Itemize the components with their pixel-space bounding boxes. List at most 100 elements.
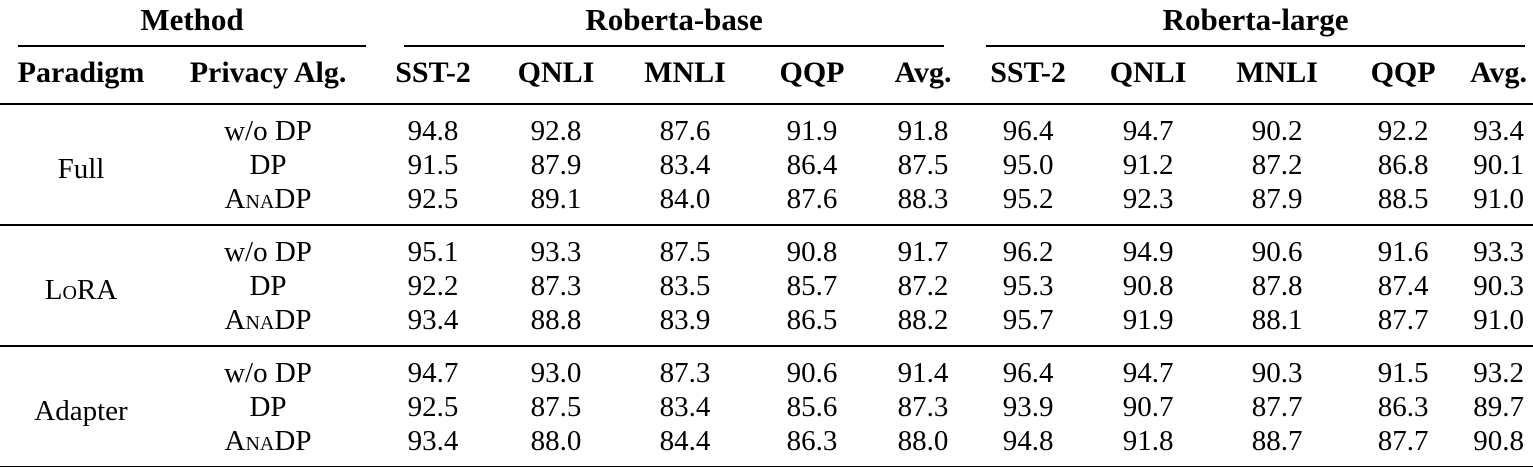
score-cell: 93.9 xyxy=(1002,391,1054,423)
column-header-qqp-base: QQP xyxy=(750,47,875,105)
score-cell: 93.3 xyxy=(492,224,621,269)
group-header-label: Roberta-base xyxy=(404,2,945,47)
score-cell: 92.5 xyxy=(407,183,459,215)
score-cell: 92.5 xyxy=(407,391,459,423)
column-header-sst2-large: SST-2 xyxy=(972,47,1085,105)
score-cell: 91.5 xyxy=(407,149,459,181)
score-cell: 83.4 xyxy=(659,391,711,423)
score-cell: 90.3 xyxy=(1212,345,1343,390)
score-cell: 87.2 xyxy=(897,270,949,302)
paradigm-cell: LoRA xyxy=(0,224,162,346)
score-cell: 86.3 xyxy=(786,425,838,457)
table-group-adapter: Adapter w/o DP 94.7 93.0 87.3 90.6 91.4 96.4 94.… xyxy=(0,345,1533,467)
score-cell: 87.3 xyxy=(530,270,582,302)
score-cell: 93.3 xyxy=(1464,224,1533,269)
column-header-privacy-alg: Privacy Alg. xyxy=(162,47,375,105)
score-cell: 92.3 xyxy=(1122,183,1174,215)
score-cell: 86.8 xyxy=(1377,149,1429,181)
paradigm-cell: Full xyxy=(57,153,105,185)
score-cell: 87.4 xyxy=(1377,270,1429,302)
group-header-method: Method xyxy=(0,0,374,47)
privacy-alg-cell: AnaDP xyxy=(224,304,312,336)
column-header-mnli-base: MNLI xyxy=(620,47,751,105)
score-cell: 85.7 xyxy=(786,270,838,302)
table-group-full: Full w/o DP 94.8 92.8 87.6 91.9 91.8 96.4 94.7 90… xyxy=(0,104,1533,225)
table-row: Adapter w/o DP 94.7 93.0 87.3 90.6 91.4 96.4 94.… xyxy=(0,345,1533,467)
score-cell: 83.5 xyxy=(659,270,711,302)
score-cell: 90.6 xyxy=(750,345,875,390)
score-cell: 85.6 xyxy=(786,391,838,423)
score-cell: 95.3 xyxy=(1002,270,1054,302)
privacy-alg-cell: w/o DP xyxy=(224,115,312,147)
score-cell: 90.8 xyxy=(1473,425,1524,457)
score-cell: 91.4 xyxy=(874,345,973,390)
column-header-mnli-large: MNLI xyxy=(1212,47,1343,105)
score-cell: 95.2 xyxy=(1002,183,1054,215)
score-cell: 91.6 xyxy=(1342,224,1465,269)
score-cell: 90.6 xyxy=(1212,224,1343,269)
table-row: LoRA w/o DP 95.1 93.3 87.5 90.8 91.7 96.2 94.9 90… xyxy=(0,224,1533,346)
score-cell: 84.0 xyxy=(659,183,711,215)
score-cell: 83.4 xyxy=(659,149,711,181)
column-header-qnli-large: QNLI xyxy=(1084,47,1213,105)
score-cell: 87.5 xyxy=(530,391,582,423)
score-cell: 89.7 xyxy=(1473,391,1524,423)
group-header-roberta-large: Roberta-large xyxy=(972,0,1533,47)
table-group-lora: LoRA w/o DP 95.1 93.3 87.5 90.8 91.7 96.2 94.9 90… xyxy=(0,224,1533,346)
score-cell: 86.4 xyxy=(786,149,838,181)
score-cell: 93.4 xyxy=(407,425,459,457)
score-cell: 88.0 xyxy=(530,425,582,457)
score-cell: 94.9 xyxy=(1084,224,1213,269)
score-cell: 87.7 xyxy=(1251,391,1303,423)
score-cell: 91.9 xyxy=(786,115,838,147)
score-cell: 91.8 xyxy=(897,115,949,147)
score-cell: 87.6 xyxy=(786,183,838,215)
score-cell: 87.2 xyxy=(1251,149,1303,181)
column-header-paradigm: Paradigm xyxy=(0,47,162,105)
score-cell: 90.8 xyxy=(750,224,875,269)
score-cell: 86.5 xyxy=(786,304,838,336)
table-row: Full w/o DP 94.8 92.8 87.6 91.9 91.8 96.4 94.7 90… xyxy=(0,104,1533,185)
score-cell: 88.3 xyxy=(897,183,949,215)
score-cell: 94.7 xyxy=(1084,345,1213,390)
score-cell: 92.2 xyxy=(1377,115,1429,147)
table-row: AnaDP 93.4 88.8 83.9 86.5 88.2 95.7 91.9 88.1 87.… xyxy=(0,303,1533,346)
score-cell: 91.8 xyxy=(1122,425,1174,457)
privacy-alg-cell: DP xyxy=(249,149,287,181)
score-cell: 94.8 xyxy=(407,115,459,147)
score-cell: 90.7 xyxy=(1122,391,1174,423)
privacy-alg-cell: DP xyxy=(249,391,287,423)
column-header-avg-base: Avg. xyxy=(874,47,973,105)
privacy-alg-cell: w/o DP xyxy=(162,224,375,269)
score-cell: 88.8 xyxy=(530,304,582,336)
score-cell: 90.1 xyxy=(1473,149,1524,181)
table-row: DP 91.5 87.9 83.4 86.4 87.5 95.0 91.2 87.2 86.8 90… xyxy=(0,148,1533,182)
score-cell: 92.2 xyxy=(407,270,459,302)
score-cell: 93.4 xyxy=(1473,115,1524,147)
score-cell: 91.0 xyxy=(1473,183,1524,215)
score-cell: 87.9 xyxy=(1251,183,1303,215)
score-cell: 92.8 xyxy=(530,115,582,147)
column-header-avg-large: Avg. xyxy=(1464,47,1533,105)
privacy-alg-cell: w/o DP xyxy=(162,345,375,390)
score-cell: 91.0 xyxy=(1473,304,1524,336)
score-cell: 94.7 xyxy=(1122,115,1174,147)
score-cell: 87.5 xyxy=(897,149,949,181)
score-cell: 91.7 xyxy=(874,224,973,269)
score-cell: 95.1 xyxy=(374,224,493,269)
score-cell: 86.3 xyxy=(1377,391,1429,423)
column-header-sst2-base: SST-2 xyxy=(374,47,493,105)
score-cell: 87.9 xyxy=(530,149,582,181)
score-cell: 90.2 xyxy=(1251,115,1303,147)
score-cell: 83.9 xyxy=(659,304,711,336)
group-header-label: Roberta-large xyxy=(986,2,1526,47)
column-header-qnli-base: QNLI xyxy=(492,47,621,105)
score-cell: 96.4 xyxy=(972,345,1085,390)
score-cell: 88.7 xyxy=(1251,425,1303,457)
score-cell: 91.5 xyxy=(1342,345,1465,390)
score-cell: 94.8 xyxy=(1002,425,1054,457)
score-cell: 88.0 xyxy=(897,425,949,457)
column-header-qqp-large: QQP xyxy=(1342,47,1465,105)
score-cell: 88.2 xyxy=(897,304,949,336)
group-header-row: Method Roberta-base Roberta-large xyxy=(0,0,1533,47)
